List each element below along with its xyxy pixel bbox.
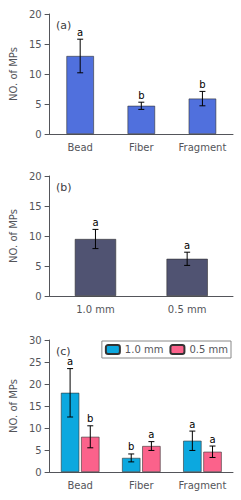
svg-text:(c): (c)	[56, 345, 71, 358]
svg-text:15: 15	[29, 401, 42, 412]
svg-text:b: b	[199, 79, 205, 90]
svg-text:Fragment: Fragment	[179, 480, 227, 491]
svg-text:b: b	[87, 413, 93, 424]
svg-text:5: 5	[35, 445, 41, 456]
svg-text:15: 15	[29, 39, 42, 50]
svg-text:0: 0	[35, 291, 41, 302]
svg-text:10: 10	[29, 423, 42, 434]
svg-text:a: a	[148, 429, 154, 440]
svg-text:15: 15	[29, 201, 42, 212]
svg-text:0: 0	[35, 467, 41, 478]
svg-text:20: 20	[29, 379, 42, 390]
svg-text:a: a	[209, 434, 215, 445]
svg-text:Fiber: Fiber	[129, 142, 154, 153]
svg-text:30: 30	[29, 335, 42, 346]
svg-text:10: 10	[29, 231, 42, 242]
svg-text:10: 10	[29, 69, 42, 80]
svg-text:(a): (a)	[56, 19, 71, 32]
svg-text:Fragment: Fragment	[179, 142, 227, 153]
svg-text:a: a	[67, 356, 74, 368]
svg-text:0.5 mm: 0.5 mm	[189, 344, 228, 355]
svg-text:Bead: Bead	[67, 480, 93, 491]
svg-text:5: 5	[35, 99, 41, 110]
svg-text:NO. of MPs: NO. of MPs	[8, 209, 19, 263]
svg-text:20: 20	[29, 9, 42, 20]
svg-text:a: a	[189, 419, 195, 430]
svg-text:Fiber: Fiber	[129, 480, 154, 491]
svg-text:0: 0	[35, 129, 41, 140]
svg-text:a: a	[184, 240, 190, 251]
svg-text:0.5 mm: 0.5 mm	[168, 304, 207, 315]
svg-text:a: a	[92, 217, 98, 228]
svg-text:b: b	[138, 90, 144, 101]
svg-text:Bead: Bead	[67, 142, 93, 153]
svg-text:a: a	[77, 27, 83, 38]
svg-text:b: b	[128, 441, 134, 452]
svg-text:5: 5	[35, 261, 41, 272]
svg-text:NO. of MPs: NO. of MPs	[8, 379, 19, 433]
svg-text:25: 25	[29, 357, 42, 368]
svg-text:1.0 mm: 1.0 mm	[76, 304, 115, 315]
svg-text:20: 20	[29, 171, 42, 182]
svg-text:NO. of MPs: NO. of MPs	[8, 47, 19, 101]
svg-text:1.0 mm: 1.0 mm	[125, 344, 164, 355]
svg-text:(b): (b)	[56, 181, 72, 194]
